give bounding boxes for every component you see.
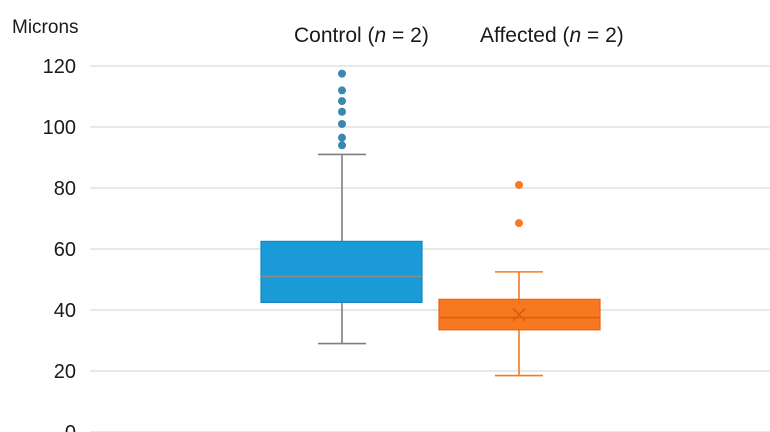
outlier-point (338, 133, 346, 142)
box-series-1 (438, 180, 601, 377)
outlier-point (338, 119, 346, 128)
box-series (260, 69, 601, 377)
box-series-0 (260, 69, 423, 345)
outlier-point (338, 86, 346, 95)
box-iqr (260, 240, 423, 303)
outlier-point (338, 141, 346, 150)
y-tick-label: 60 (54, 239, 76, 261)
outlier-point (338, 97, 346, 106)
y-tick-label: 20 (54, 361, 76, 383)
y-tick-label: 0 (65, 422, 76, 432)
legend-control: Control (n = 2) (294, 24, 429, 47)
y-axis-label: Microns (12, 17, 79, 38)
outlier-point (338, 69, 346, 78)
outlier-point (515, 180, 523, 189)
legend-affected: Affected (n = 2) (480, 24, 624, 47)
gridlines (90, 65, 770, 432)
y-tick-label: 40 (54, 300, 76, 322)
outlier-point (338, 107, 346, 116)
y-tick-label: 120 (43, 56, 76, 78)
y-tick-label: 80 (54, 178, 76, 200)
y-tick-labels: 0 20 40 60 80 100 120 (43, 56, 76, 432)
mean-marker (512, 308, 526, 322)
legend: Control (n = 2) Affected (n = 2) (294, 24, 624, 47)
outlier-point (515, 219, 523, 228)
y-tick-label: 100 (43, 117, 76, 139)
